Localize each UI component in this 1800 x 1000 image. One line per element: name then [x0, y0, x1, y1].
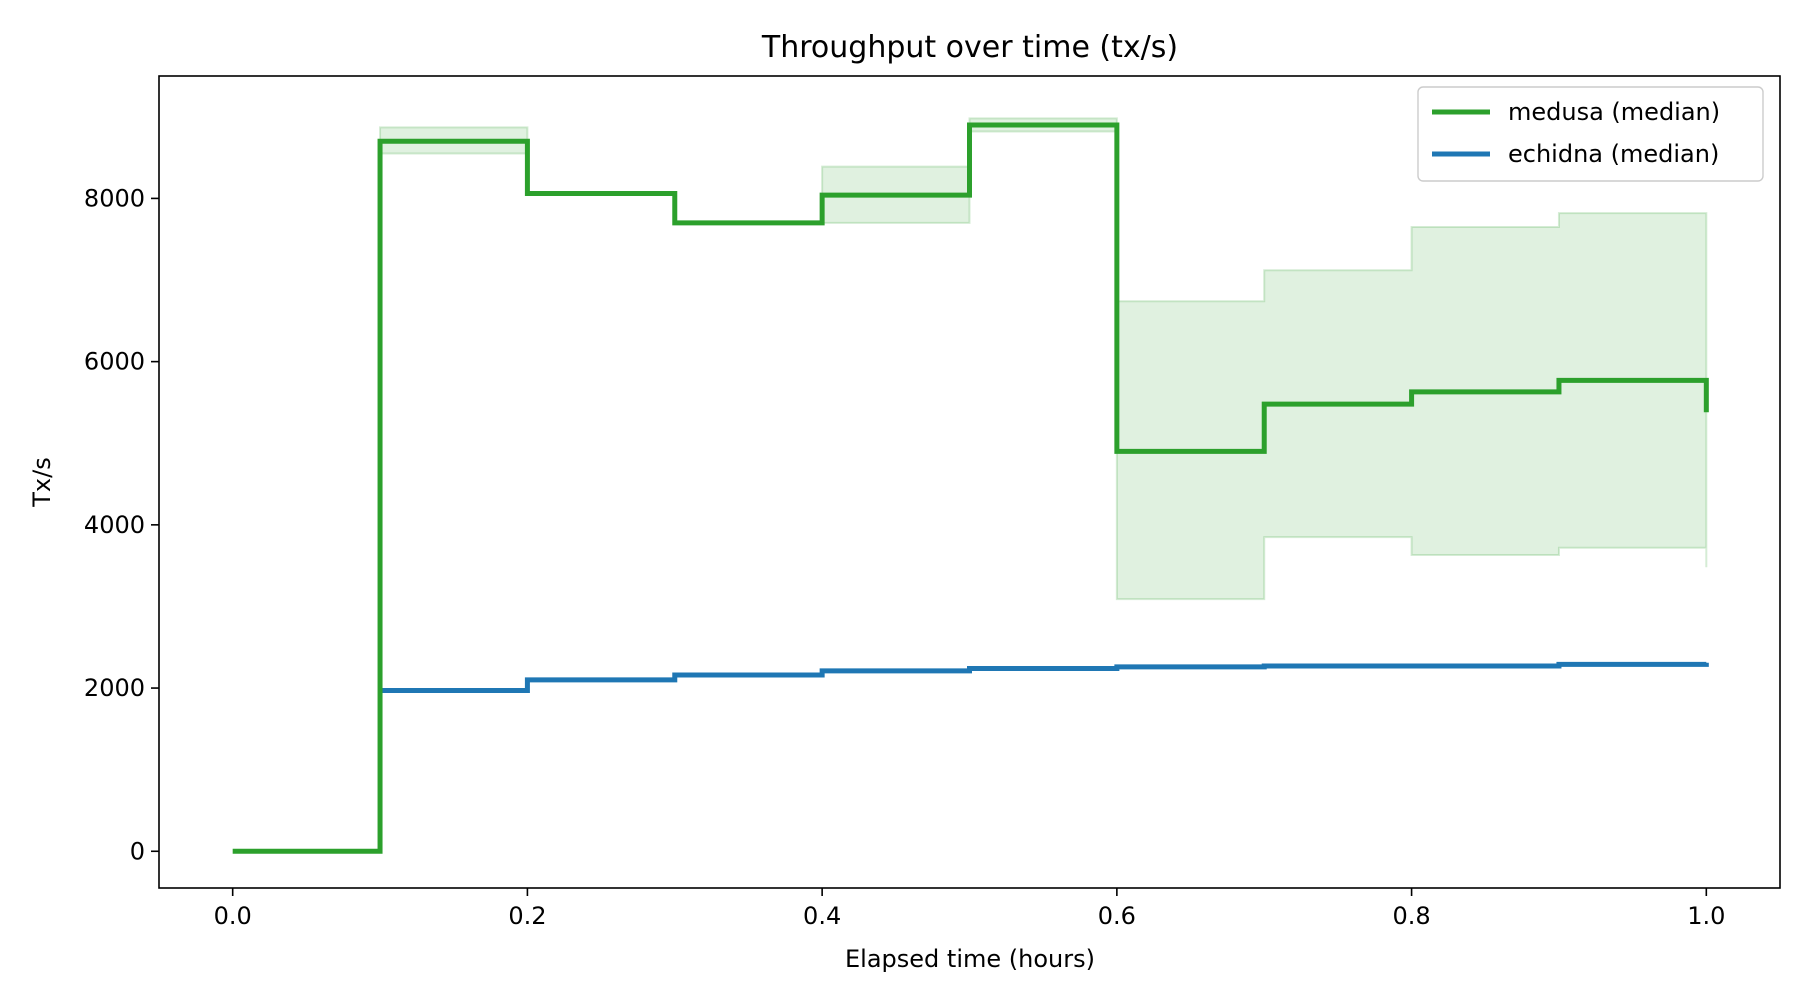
x-axis: 0.0 0.2 0.4 0.6 0.8 1.0 [214, 888, 1725, 930]
x-tick-label: 0.2 [508, 902, 546, 930]
medusa-range-band [379, 117, 1708, 601]
series-line-medusa [232, 122, 1709, 854]
x-tick-label: 1.0 [1687, 902, 1725, 930]
y-axis-label: Tx/s [28, 457, 56, 507]
x-axis-label: Elapsed time (hours) [845, 945, 1095, 973]
x-tick-label: 0.4 [803, 902, 841, 930]
legend-label-medusa: medusa (median) [1508, 98, 1720, 126]
legend-box [1417, 86, 1764, 182]
y-tick-label: 2000 [84, 674, 145, 702]
chart-title: Throughput over time (tx/s) [761, 30, 1178, 65]
y-tick-label: 6000 [84, 348, 145, 376]
plot-frame [158, 75, 1781, 889]
y-axis: 0 2000 4000 6000 8000 [84, 184, 159, 865]
x-tick-label: 0.0 [214, 902, 252, 930]
y-tick-label: 8000 [84, 184, 145, 212]
series-line-echidna [380, 661, 1709, 694]
x-tick-label: 0.8 [1393, 902, 1431, 930]
y-tick-label: 0 [130, 837, 145, 865]
plot-area [232, 117, 1709, 854]
legend: medusa (median) echidna (median) [1417, 86, 1764, 182]
y-tick-label: 4000 [84, 511, 145, 539]
x-tick-label: 0.6 [1098, 902, 1136, 930]
legend-label-echidna: echidna (median) [1508, 140, 1719, 168]
